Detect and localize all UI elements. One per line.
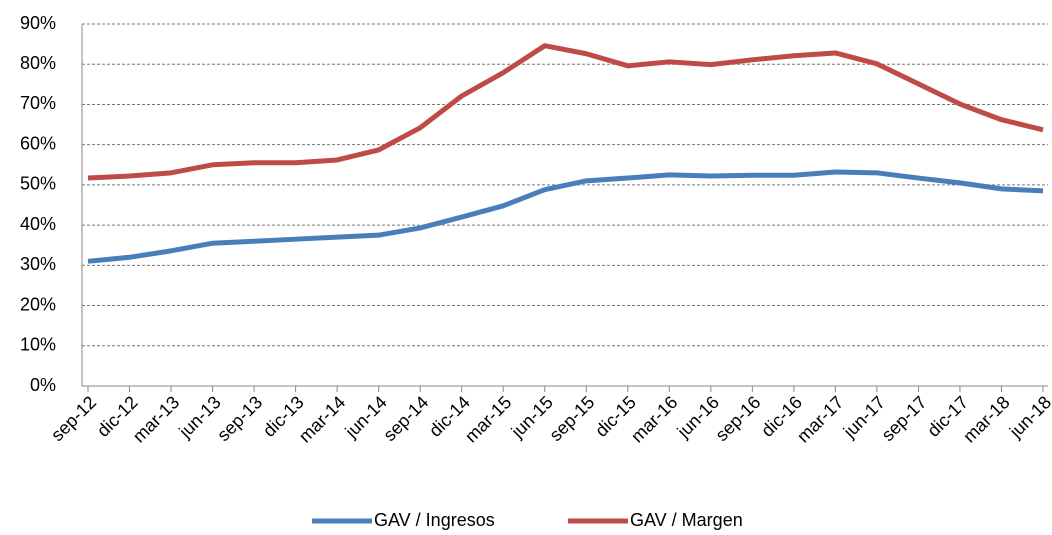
x-tick-label: mar-16	[627, 392, 681, 446]
series-line	[87, 43, 1044, 181]
y-tick-label: 0%	[30, 375, 56, 395]
y-tick-label: 50%	[20, 174, 56, 194]
y-tick-label: 80%	[20, 53, 56, 73]
x-tick-label: mar-17	[793, 392, 847, 446]
x-tick-label: mar-18	[959, 392, 1013, 446]
x-tick-label: mar-15	[461, 392, 515, 446]
x-tick-label: mar-14	[295, 392, 349, 446]
x-tick-label: sep-15	[545, 392, 598, 445]
x-tick-label: sep-14	[379, 392, 432, 445]
y-tick-label: 70%	[20, 93, 56, 113]
y-tick-label: 10%	[20, 335, 56, 355]
x-tick-label: mar-13	[129, 392, 183, 446]
y-tick-label: 20%	[20, 294, 56, 314]
x-tick-label: sep-16	[711, 392, 764, 445]
y-tick-label: 30%	[20, 254, 56, 274]
x-tick-label: sep-13	[213, 392, 266, 445]
x-tick-label: jun-18	[1005, 392, 1052, 442]
y-tick-label: 90%	[20, 13, 56, 33]
series-line	[87, 169, 1044, 264]
x-tick-label: sep-17	[878, 392, 931, 445]
y-tick-label: 60%	[20, 133, 56, 153]
y-tick-label: 40%	[20, 214, 56, 234]
legend-label: GAV / Margen	[630, 510, 743, 530]
legend-label: GAV / Ingresos	[374, 510, 495, 530]
x-tick-label: sep-12	[47, 392, 100, 445]
